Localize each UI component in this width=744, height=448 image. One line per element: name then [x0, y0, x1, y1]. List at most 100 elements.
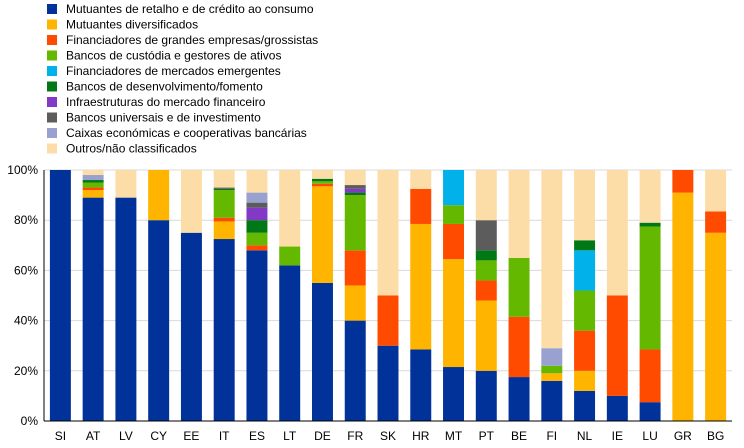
- bar-segment-FR-1: [344, 285, 366, 321]
- legend-item-8: Caixas económicas e cooperativas bancári…: [47, 126, 307, 140]
- bar-stack-AT: [82, 170, 104, 421]
- x-tick-label-BE: BE: [511, 429, 527, 443]
- bar-segment-ES-8: [246, 192, 268, 203]
- legend-label-9: Outros/não classificados: [66, 142, 197, 156]
- x-tick-label-CY: CY: [150, 429, 167, 443]
- bar-stack-LU: [639, 170, 661, 421]
- bar-segment-FR-6: [344, 188, 366, 193]
- x-tick-label-DE: DE: [314, 429, 331, 443]
- bar-segment-AT-3: [82, 182, 104, 188]
- x-tick-label-SK: SK: [380, 429, 396, 443]
- bar-segment-BE-9: [508, 170, 530, 258]
- legend: Mutuantes de retalho e de crédito ao con…: [47, 2, 318, 156]
- bar-segment-GR-1: [672, 192, 694, 421]
- bar-segment-PT-3: [475, 260, 497, 281]
- bar-stack-CY: [148, 170, 170, 421]
- bar-segment-BE-3: [508, 257, 530, 317]
- x-tick-label-GR: GR: [674, 429, 692, 443]
- x-axis-category-labels: SI AT LV CY EE IT ES LT DE FR SK HR MT PT BE FI NL IE LU GR…: [55, 429, 725, 443]
- bar-segment-PT-2: [475, 280, 497, 301]
- bar-stack-FI: [541, 170, 563, 421]
- x-tick-label-NL: NL: [577, 429, 593, 443]
- y-tick-label-1: 20%: [14, 364, 38, 378]
- bar-segment-EE-0: [180, 232, 202, 421]
- bar-segment-AT-9: [82, 170, 104, 176]
- bar-segment-PT-0: [475, 370, 497, 421]
- bar-segment-NL-0: [574, 390, 596, 421]
- x-tick-label-HR: HR: [412, 429, 430, 443]
- x-tick-label-EE: EE: [183, 429, 199, 443]
- bar-stack-IE: [606, 170, 628, 421]
- bar-segment-ES-6: [246, 207, 268, 221]
- legend-swatch-6: [47, 97, 57, 107]
- bar-segment-FI-9: [541, 170, 563, 349]
- bar-segment-SI-0: [49, 170, 71, 421]
- legend-item-9: Outros/não classificados: [47, 142, 197, 156]
- legend-label-2: Financiadores de grandes empresas/grossi…: [66, 33, 318, 47]
- y-tick-label-2: 40%: [14, 314, 38, 328]
- bar-stack-BE: [508, 170, 530, 421]
- legend-label-6: Infraestruturas do mercado financeiro: [66, 95, 266, 109]
- legend-label-8: Caixas económicas e cooperativas bancári…: [66, 126, 307, 140]
- bar-segment-HR-9: [410, 170, 432, 189]
- x-tick-label-IE: IE: [612, 429, 623, 443]
- bar-segment-HR-1: [410, 223, 432, 350]
- bar-segment-ES-3: [246, 232, 268, 246]
- bar-stack-LT: [279, 170, 301, 421]
- x-tick-label-ES: ES: [249, 429, 265, 443]
- legend-item-2: Financiadores de grandes empresas/grossi…: [47, 33, 318, 47]
- bar-segment-DE-9: [311, 170, 333, 179]
- legend-swatch-3: [47, 50, 57, 61]
- bar-segment-LU-9: [639, 170, 661, 223]
- bar-segment-FR-9: [344, 170, 366, 186]
- bar-segment-AT-8: [82, 175, 104, 181]
- axes: [43, 170, 732, 422]
- x-tick-label-BG: BG: [707, 429, 724, 443]
- bar-segment-LT-9: [279, 170, 301, 247]
- bar-segment-NL-9: [574, 170, 596, 241]
- bar-segment-IT-5: [213, 188, 235, 191]
- x-tick-label-AT: AT: [86, 429, 101, 443]
- x-tick-label-FR: FR: [347, 429, 363, 443]
- bar-segment-AT-1: [82, 190, 104, 198]
- legend-label-1: Mutuantes diversificados: [66, 18, 198, 32]
- bar-segment-IT-7: [213, 187, 235, 189]
- bar-segment-GR-2: [672, 170, 694, 193]
- x-tick-label-MT: MT: [445, 429, 463, 443]
- bar-segment-AT-2: [82, 187, 104, 191]
- y-axis-tick-labels: 0% 20% 40% 60% 80% 100%: [7, 163, 38, 428]
- legend-item-3: Bancos de custódia e gestores de ativos: [47, 49, 281, 63]
- bar-segment-LV-0: [115, 197, 137, 421]
- bar-segment-CY-1: [148, 170, 170, 221]
- bar-segment-IE-2: [606, 295, 628, 396]
- bar-segment-DE-5: [311, 178, 333, 182]
- bar-segment-AT-0: [82, 197, 104, 421]
- bar-segment-LU-3: [639, 226, 661, 350]
- bar-segment-NL-2: [574, 330, 596, 371]
- bar-segment-FR-0: [344, 320, 366, 421]
- bar-segment-DE-0: [311, 282, 333, 421]
- bar-stack-IT: [213, 170, 235, 421]
- x-tick-label-LV: LV: [119, 429, 133, 443]
- bar-segment-BE-2: [508, 316, 530, 378]
- legend-swatch-7: [47, 112, 57, 123]
- bar-segment-IT-1: [213, 221, 235, 240]
- bar-stack-DE: [311, 170, 333, 421]
- bar-segment-IT-3: [213, 190, 235, 218]
- bar-segment-ES-2: [246, 245, 268, 251]
- bar-segment-LU-5: [639, 222, 661, 227]
- y-tick-label-4: 80%: [14, 213, 38, 227]
- bar-segment-ES-7: [246, 202, 268, 208]
- bar-stack-FR: [344, 170, 366, 421]
- legend-item-4: Financiadores de mercados emergentes: [47, 64, 281, 78]
- y-tick-label-5: 100%: [7, 163, 38, 177]
- legend-item-7: Bancos universais e de investimento: [47, 111, 261, 125]
- bar-segment-BG-9: [705, 170, 727, 212]
- bar-segment-LT-0: [279, 265, 301, 421]
- bar-segment-MT-3: [443, 205, 465, 224]
- x-tick-label-SI: SI: [55, 429, 66, 443]
- bar-segment-NL-4: [574, 250, 596, 291]
- bar-segment-ES-0: [246, 250, 268, 421]
- bar-segment-BG-2: [705, 211, 727, 233]
- bar-stack-LV: [115, 170, 137, 421]
